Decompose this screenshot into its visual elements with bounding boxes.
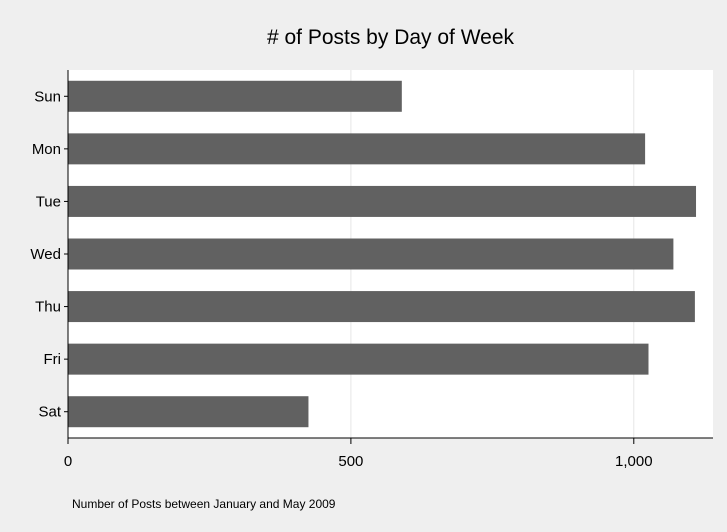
chart-title: # of Posts by Day of Week	[267, 26, 515, 49]
y-tick-label-sun: Sun	[34, 88, 61, 105]
bar-mon	[68, 133, 646, 165]
x-tick-label-0: 0	[64, 453, 72, 470]
bars	[68, 80, 697, 428]
y-tick-label-thu: Thu	[35, 299, 61, 316]
bar-fri	[68, 343, 649, 375]
x-tick-label-1000: 1,000	[615, 453, 653, 470]
y-tick-label-sat: Sat	[38, 404, 61, 421]
y-tick-label-fri: Fri	[44, 351, 62, 368]
bar-sun	[68, 80, 402, 112]
y-tick-label-mon: Mon	[32, 141, 61, 158]
chart-note: Number of Posts between January and May …	[72, 497, 336, 511]
y-tick-label-tue: Tue	[36, 193, 61, 210]
bar-thu	[68, 291, 695, 323]
bar-wed	[68, 238, 674, 270]
y-tick-label-wed: Wed	[30, 246, 61, 263]
bar-sat	[68, 396, 309, 428]
x-tick-label-500: 500	[338, 453, 363, 470]
bar-tue	[68, 185, 697, 217]
labels: Sun Mon Tue Wed Thu Fri Sat	[30, 88, 68, 421]
